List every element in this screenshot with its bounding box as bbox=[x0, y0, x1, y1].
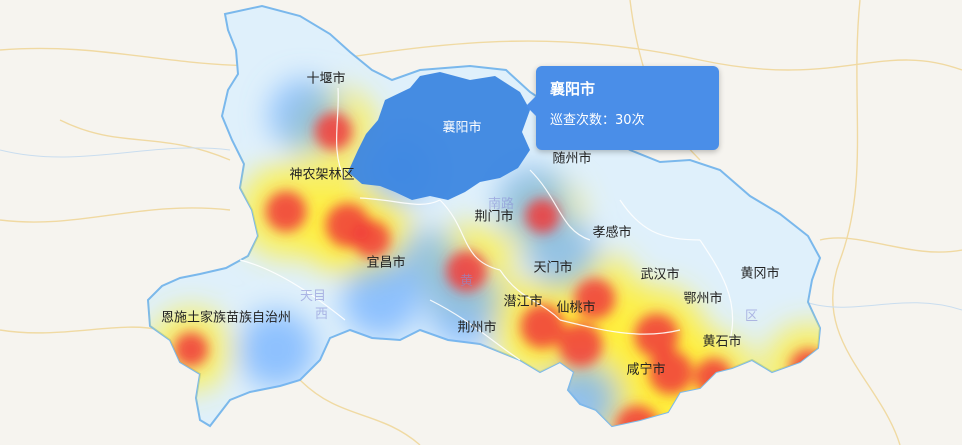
heat-blob bbox=[541, 361, 620, 426]
heat-core bbox=[615, 405, 660, 426]
heat-core bbox=[520, 304, 565, 349]
heat-core bbox=[265, 191, 307, 232]
heat-core bbox=[789, 349, 820, 387]
heat-blob bbox=[237, 310, 316, 389]
heat-core bbox=[446, 250, 487, 292]
tooltip-value: 30次 bbox=[615, 113, 645, 128]
heat-blob bbox=[395, 228, 462, 296]
heat-core bbox=[173, 332, 209, 367]
tooltip-row: 巡查次数：30次 bbox=[550, 109, 645, 128]
tooltip: 襄阳市 巡查次数：30次 bbox=[526, 66, 719, 150]
tooltip-arrow bbox=[526, 96, 536, 116]
heat-core bbox=[694, 358, 733, 396]
heat-core bbox=[574, 278, 616, 320]
heat-core bbox=[352, 220, 391, 258]
svg-text:天目: 天目 bbox=[300, 289, 326, 304]
background-rivers bbox=[0, 147, 962, 311]
heat-blob bbox=[764, 323, 820, 413]
heat-core bbox=[645, 425, 687, 426]
heat-core bbox=[648, 350, 693, 395]
heat-core bbox=[634, 313, 679, 358]
heat-core bbox=[558, 322, 603, 367]
svg-text:南路: 南路 bbox=[488, 196, 514, 212]
svg-text:西: 西 bbox=[315, 307, 328, 322]
tooltip-title: 襄阳市 bbox=[550, 80, 596, 98]
tooltip-label: 巡查次数 bbox=[550, 113, 603, 128]
xiangyang-region[interactable] bbox=[348, 72, 530, 200]
heat-core bbox=[314, 112, 353, 151]
svg-text:黄: 黄 bbox=[460, 274, 473, 289]
heat-core bbox=[525, 198, 560, 234]
watermark-labels: 天目 区 南路 西 黄 bbox=[300, 196, 758, 324]
svg-text:区: 区 bbox=[745, 309, 758, 324]
district-borders bbox=[239, 87, 734, 361]
tooltip-separator: ： bbox=[602, 113, 616, 128]
